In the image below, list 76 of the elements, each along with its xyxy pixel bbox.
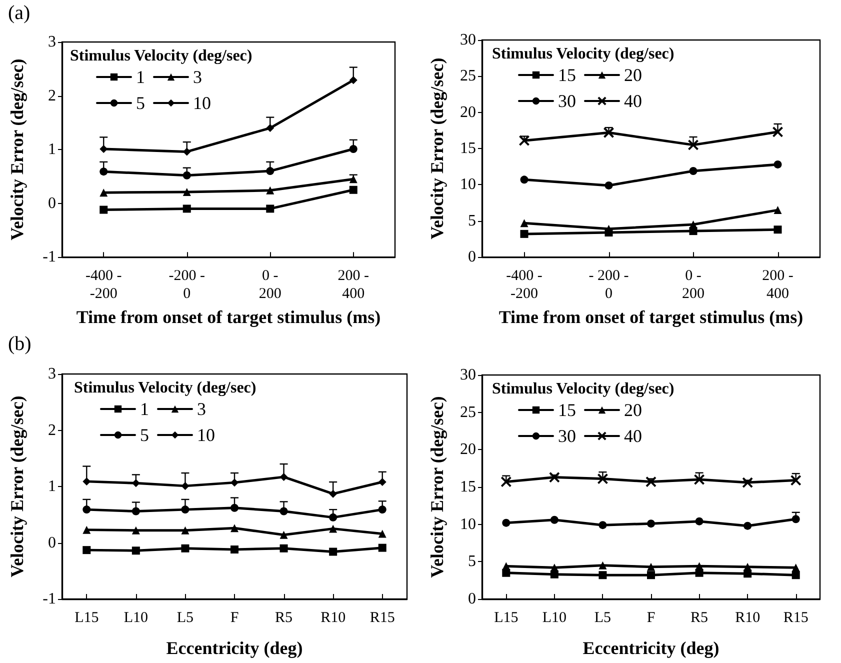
legend-label: 15: [558, 400, 576, 420]
x-tick-label: L5: [176, 610, 194, 626]
y-tick-label: 20: [460, 104, 476, 121]
legend-label: 3: [193, 67, 202, 87]
y-tick-label: 2: [48, 422, 56, 439]
x-tick-label: 200 - 400: [338, 268, 369, 302]
x-tick-label: F: [230, 610, 239, 626]
y-tick-label: 1: [48, 141, 56, 158]
legend-label: 30: [558, 426, 576, 446]
y-tick-label: 0: [468, 248, 476, 266]
legend-title: Stimulus Velocity (deg/sec): [492, 380, 674, 398]
y-tick-label: 20: [460, 441, 476, 458]
x-tick-label: R5: [275, 610, 293, 626]
y-tick-label: 0: [468, 590, 476, 608]
legend-label: 5: [136, 93, 145, 113]
x-axis-title: Eccentricity (deg): [582, 638, 720, 658]
x-tick-label: 0 - 200: [682, 268, 704, 302]
legend-title: Stimulus Velocity (deg/sec): [74, 380, 256, 396]
legend-label: 1: [140, 399, 149, 419]
x-tick-label: L15: [494, 610, 518, 626]
x-tick-label: L5: [594, 610, 612, 626]
legend-label: 10: [197, 425, 215, 445]
x-axis-title: Time from onset of target stimulus (ms): [76, 307, 381, 327]
legend-label: 20: [624, 400, 642, 420]
x-tick-label: R15: [370, 610, 395, 626]
x-axis-title: Time from onset of target stimulus (ms): [498, 307, 804, 327]
y-tick-label: 1: [48, 478, 56, 495]
x-tick-label: -400 - -200: [506, 268, 542, 302]
y-axis-title: Velocity Error (deg/sec): [427, 396, 447, 578]
x-tick-label: 200 - 400: [762, 268, 794, 302]
y-tick-label: 2: [48, 87, 56, 104]
x-tick-label: F: [646, 610, 656, 626]
x-tick-label: -200 - 0: [168, 268, 205, 302]
y-tick-label: 10: [460, 516, 476, 533]
y-tick-label: 3: [48, 366, 56, 382]
y-tick-label: 15: [460, 478, 476, 496]
y-tick-label: 25: [460, 68, 476, 85]
x-tick-label: L15: [74, 610, 99, 626]
text: (a): [8, 2, 30, 25]
legend-title: Stimulus Velocity (deg/sec): [70, 48, 252, 64]
y-axis-title: Velocity Error (deg/sec): [427, 58, 447, 240]
y-tick-label: 0: [48, 534, 56, 552]
y-tick-label: 15: [460, 140, 476, 158]
legend-label: 15: [558, 65, 576, 85]
y-axis-title: Velocity Error (deg/sec): [7, 396, 27, 578]
legend-label: 40: [624, 426, 642, 446]
y-axis-title: Velocity Error (deg/sec): [7, 58, 27, 240]
x-tick-label: 0 - 200: [258, 268, 282, 302]
legend-label: 10: [193, 93, 211, 113]
y-tick-label: 25: [460, 404, 476, 421]
x-tick-label: - 200 - 0: [588, 268, 629, 302]
text: (b): [8, 333, 32, 356]
legend-title: Stimulus Velocity (deg/sec): [492, 46, 674, 62]
y-tick-label: 10: [460, 176, 476, 194]
x-tick-label: R5: [690, 610, 708, 626]
legend-label: 5: [140, 425, 149, 445]
y-tick-label: 5: [468, 553, 476, 570]
x-tick-label: L10: [124, 610, 148, 626]
y-tick-label: 5: [468, 212, 476, 230]
y-tick-label: 0: [48, 194, 56, 212]
legend-label: 3: [197, 399, 206, 419]
y-tick-label: -1: [42, 590, 56, 608]
x-tick-label: R10: [320, 610, 346, 626]
y-tick-label: 30: [460, 366, 476, 384]
legend-label: 30: [558, 91, 576, 111]
x-axis-title: Eccentricity (deg): [166, 638, 303, 658]
y-tick-label: 30: [460, 32, 476, 48]
legend-label: 40: [624, 91, 642, 111]
legend-label: 1: [136, 67, 145, 87]
x-tick-label: R10: [735, 610, 760, 626]
legend-label: 20: [624, 65, 642, 85]
x-tick-label: -400 - -200: [86, 268, 122, 302]
x-tick-label: L10: [542, 610, 567, 626]
x-tick-label: R15: [783, 610, 808, 626]
y-tick-label: 3: [48, 34, 56, 50]
y-tick-label: -1: [42, 248, 56, 266]
